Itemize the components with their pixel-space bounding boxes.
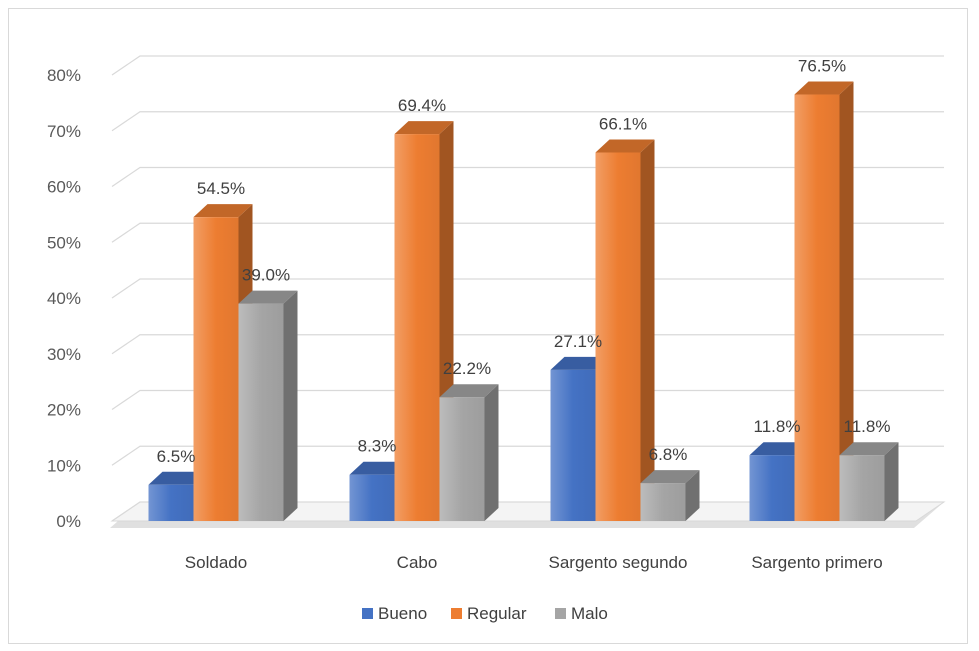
category-label: Cabo (397, 553, 438, 572)
data-label: 6.8% (649, 445, 688, 464)
legend-item-malo: Malo (555, 604, 608, 623)
data-labels: 6.5% 8.3% 27.1% 11.8% 54.5% 69.4% 66.1% 76.5% 39… (157, 57, 891, 466)
data-label: 27.1% (554, 332, 602, 351)
bar-malo-3 (839, 442, 899, 521)
data-label: 66.1% (599, 114, 647, 133)
data-label: 69.4% (398, 96, 446, 115)
legend-label: Bueno (378, 604, 427, 623)
y-tick-label: 20% (47, 401, 81, 420)
legend-swatch (451, 608, 462, 619)
legend-swatch (555, 608, 566, 619)
y-tick-label: 60% (47, 178, 81, 197)
gridline (111, 334, 944, 355)
data-label: 76.5% (798, 57, 846, 76)
data-label: 39.0% (242, 266, 290, 285)
legend-item-regular: Regular (451, 604, 527, 623)
gridline (111, 389, 944, 410)
gridline (111, 111, 944, 132)
legend-item-bueno: Bueno (362, 604, 427, 623)
data-label: 54.5% (197, 179, 245, 198)
bar-malo-2 (640, 470, 700, 521)
data-label: 11.8% (844, 417, 891, 436)
y-tick-label: 80% (47, 66, 81, 85)
legend-label: Regular (467, 604, 527, 623)
category-label: Sargento primero (751, 553, 882, 572)
bar-regular-2 (595, 139, 655, 521)
category-labels: Soldado Cabo Sargento segundo Sargento prim… (185, 553, 883, 572)
legend: Bueno Regular Malo (362, 604, 608, 623)
gridlines (111, 55, 944, 522)
gridline (111, 278, 944, 299)
gridline (111, 55, 944, 76)
gridline (111, 445, 944, 466)
bar-regular-3 (794, 81, 854, 521)
y-axis-ticks: 0% 10% 20% 30% 40% 50% 60% 70% 80% (47, 66, 81, 531)
y-tick-label: 0% (56, 512, 81, 531)
bar-malo-0 (238, 290, 298, 521)
gridline (111, 222, 944, 243)
y-tick-label: 30% (47, 345, 81, 364)
y-tick-label: 70% (47, 122, 81, 141)
data-label: 6.5% (157, 447, 196, 466)
y-tick-label: 40% (47, 289, 81, 308)
category-label: Soldado (185, 553, 247, 572)
category-label: Sargento segundo (549, 553, 688, 572)
legend-swatch (362, 608, 373, 619)
y-tick-label: 10% (47, 456, 81, 475)
gridline (111, 166, 944, 187)
y-tick-label: 50% (47, 233, 81, 252)
bars (148, 81, 899, 521)
data-label: 8.3% (358, 437, 397, 456)
chart-floor (110, 501, 946, 528)
legend-label: Malo (571, 604, 608, 623)
data-label: 22.2% (443, 359, 491, 378)
data-label: 11.8% (754, 417, 801, 436)
bar-malo-1 (439, 384, 499, 521)
